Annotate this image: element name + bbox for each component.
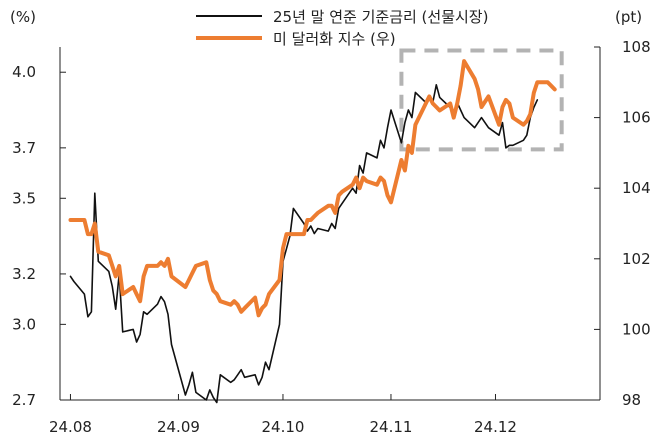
right-axis-ticks: 98 100 102 104 106 108	[594, 38, 651, 409]
x-tick-label: 24.08	[49, 418, 92, 436]
right-tick-label: 102	[622, 250, 651, 268]
left-tick-label: 4.0	[12, 63, 36, 81]
right-axis-unit: (pt)	[615, 8, 642, 26]
x-tick-label: 24.09	[157, 418, 200, 436]
right-tick-label: 98	[622, 391, 641, 409]
left-tick-label: 3.7	[12, 139, 36, 157]
right-tick-label: 104	[622, 179, 651, 197]
series-line-rate	[69, 84, 539, 404]
legend-label-rate: 25년 말 연준 기준금리 (선물시장)	[273, 8, 488, 26]
x-tick-label: 24.11	[369, 418, 412, 436]
left-axis-ticks: 2.7 3.0 3.2 3.5 3.7 4.0	[12, 63, 66, 409]
right-tick-label: 106	[622, 109, 651, 127]
left-tick-label: 3.0	[12, 315, 36, 333]
x-tick-label: 24.10	[261, 418, 304, 436]
left-tick-label: 2.7	[12, 391, 36, 409]
right-tick-label: 108	[622, 38, 651, 56]
left-axis-unit: (%)	[10, 8, 36, 26]
left-tick-label: 3.2	[12, 265, 36, 283]
highlight-box	[399, 48, 564, 152]
left-tick-label: 3.5	[12, 189, 36, 207]
right-tick-label: 100	[622, 320, 651, 338]
x-tick-label: 24.12	[474, 418, 517, 436]
x-axis-ticks: 24.08 24.09 24.10 24.11 24.12	[49, 394, 517, 436]
series-line-dxy	[68, 59, 557, 318]
legend-label-dxy: 미 달러화 지수 (우)	[273, 30, 396, 48]
plot-area	[68, 59, 557, 404]
legend: 25년 말 연준 기준금리 (선물시장) 미 달러화 지수 (우)	[196, 8, 488, 48]
